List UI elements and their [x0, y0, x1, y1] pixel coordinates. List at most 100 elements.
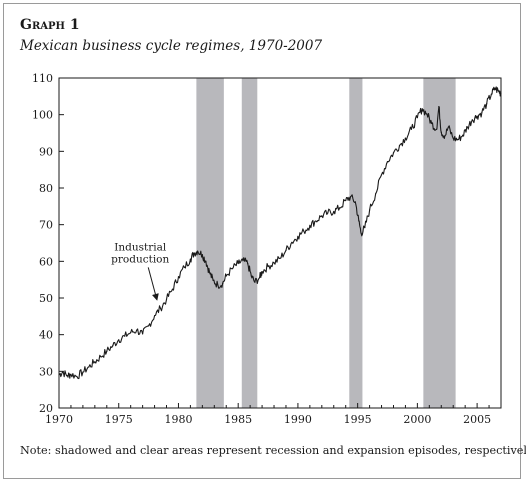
series-point-45 [285, 249, 287, 251]
series-point-56 [349, 196, 352, 198]
y-tick-label-90: 90 [39, 145, 53, 158]
series-point-23 [183, 266, 185, 268]
series-point-86 [490, 93, 492, 95]
series-point-65 [392, 152, 395, 154]
series-point-36 [242, 260, 244, 262]
series-point-58 [358, 220, 360, 222]
series-point-49 [309, 224, 311, 226]
plot-area-border [58, 77, 502, 409]
series-point-5 [76, 375, 78, 378]
series-point-12 [118, 339, 120, 341]
y-tick-label-70: 70 [39, 219, 53, 232]
series-point-74 [438, 106, 440, 108]
series-point-62 [375, 193, 377, 195]
series-point-30 [212, 279, 214, 281]
series-point-77 [447, 126, 449, 128]
series-point-7 [88, 366, 90, 368]
series-point-84 [481, 111, 483, 114]
series-point-4 [70, 373, 72, 375]
series-point-76 [444, 135, 446, 137]
series-point-14 [130, 331, 132, 334]
y-tick-label-110: 110 [32, 72, 53, 85]
series-point-24 [189, 258, 191, 260]
graph-label: Graph 1 [20, 17, 80, 33]
series-point-28 [205, 260, 207, 262]
series-point-80 [462, 134, 464, 136]
series-point-61 [369, 209, 371, 211]
series-group [58, 86, 502, 380]
annotation-line-2: production [111, 253, 169, 265]
series-point-21 [171, 288, 174, 290]
series-point-72 [431, 122, 433, 125]
y-tick-label-100: 100 [32, 109, 53, 122]
series-point-68 [410, 128, 412, 130]
series-point-85 [486, 103, 488, 105]
series-point-51 [321, 215, 323, 217]
y-axis: 20 30 40 50 60 70 80 90 100 110 [32, 72, 64, 415]
series-point-79 [457, 139, 459, 141]
series-point-9 [100, 356, 102, 358]
x-tick-label-1995: 1995 [344, 413, 372, 426]
series-point-69 [416, 117, 418, 119]
series-point-19 [159, 307, 162, 309]
series-point-13 [124, 335, 126, 337]
series-point-46 [291, 241, 293, 243]
series-point-50 [315, 220, 317, 222]
series-point-83 [476, 115, 478, 117]
series-point-15 [136, 329, 138, 331]
series-point-47 [297, 235, 299, 237]
series-point-34 [231, 268, 233, 270]
series-point-37 [247, 262, 249, 265]
series-point-18 [154, 315, 156, 317]
series-point-67 [404, 137, 406, 139]
series-point-88 [498, 90, 500, 92]
series-point-82 [471, 119, 473, 121]
figure-note: Note: shadowed and clear areas represent… [20, 444, 526, 457]
series-point-41 [261, 271, 263, 273]
series-point-59 [360, 232, 362, 235]
series-point-75 [440, 131, 442, 133]
y-tick-label-60: 60 [39, 255, 53, 268]
series-point-11 [112, 345, 114, 347]
series-point-48 [303, 230, 305, 232]
recession-band-2 [241, 78, 258, 408]
series-point-42 [267, 265, 269, 268]
recession-band-4 [423, 78, 456, 408]
series-point-40 [259, 276, 261, 279]
annotation-label: Industrial production [111, 241, 169, 265]
series-point-8 [94, 361, 96, 363]
series-point-26 [197, 250, 199, 252]
series-point-63 [380, 174, 383, 176]
series-point-16 [142, 333, 144, 335]
series-point-39 [254, 281, 256, 283]
series-point-53 [333, 210, 335, 213]
series-point-20 [165, 298, 168, 301]
recession-band-3 [349, 78, 363, 408]
series-point-6 [82, 371, 84, 373]
series-point-87 [494, 87, 496, 89]
series-point-25 [193, 252, 195, 254]
x-tick-label-2000: 2000 [403, 413, 431, 426]
series-point-55 [345, 199, 347, 202]
recession-bands [196, 78, 456, 408]
y-tick-label-40: 40 [39, 329, 53, 342]
x-tick-label-2005: 2005 [463, 413, 491, 426]
series-point-32 [222, 282, 224, 284]
annotations: Industrial production [111, 241, 170, 301]
y-tick-label-80: 80 [39, 182, 53, 195]
series-point-54 [339, 207, 341, 209]
y-tick-label-30: 30 [39, 365, 53, 378]
series-point-60 [364, 227, 366, 229]
series-point-81 [467, 126, 469, 128]
series-point-22 [177, 276, 180, 278]
series-point-3 [66, 375, 68, 377]
series-point-70 [421, 108, 423, 110]
series-point-35 [237, 262, 239, 265]
x-tick-label-1975: 1975 [105, 413, 133, 426]
recession-band-1 [196, 78, 224, 408]
annotation-arrow [147, 267, 159, 301]
y-tick-label-20: 20 [39, 402, 53, 415]
series-point-38 [250, 275, 252, 277]
series-point-52 [327, 212, 329, 214]
